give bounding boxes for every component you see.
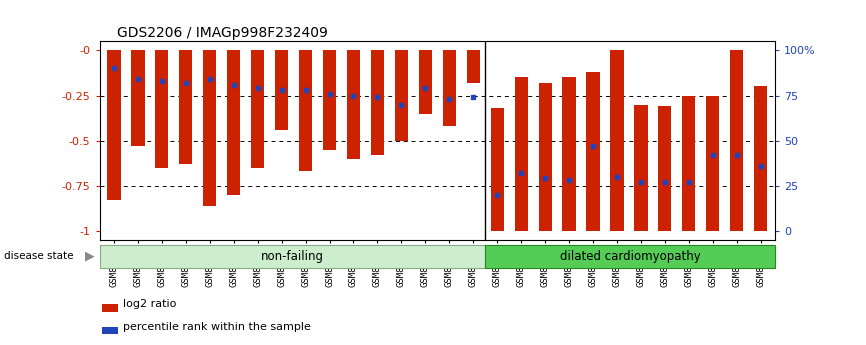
Bar <box>107 50 120 200</box>
Text: disease state: disease state <box>4 251 74 261</box>
Bar <box>251 50 264 168</box>
Bar <box>371 50 384 155</box>
Bar <box>611 50 624 231</box>
Bar <box>491 108 504 231</box>
Bar <box>586 72 599 231</box>
Bar <box>563 78 576 231</box>
Bar <box>485 245 775 268</box>
Bar <box>227 50 240 195</box>
Bar <box>682 96 695 231</box>
Bar <box>275 50 288 130</box>
Bar <box>706 96 720 231</box>
Bar <box>102 304 118 312</box>
Bar <box>467 50 480 83</box>
Text: non-failing: non-failing <box>261 250 324 263</box>
Text: log2 ratio: log2 ratio <box>123 299 177 309</box>
Bar <box>299 50 312 171</box>
Bar <box>155 50 169 168</box>
Bar <box>102 327 118 334</box>
Bar <box>730 50 743 231</box>
Bar <box>634 105 648 231</box>
Bar <box>419 50 432 114</box>
Text: ▶: ▶ <box>85 250 94 263</box>
Bar <box>323 50 336 150</box>
Bar <box>347 50 360 159</box>
Text: dilated cardiomyopathy: dilated cardiomyopathy <box>559 250 701 263</box>
Bar <box>539 83 552 231</box>
Bar <box>179 50 192 164</box>
Text: GDS2206 / IMAGp998F232409: GDS2206 / IMAGp998F232409 <box>117 26 328 40</box>
Bar <box>204 50 216 206</box>
Bar <box>514 78 527 231</box>
Bar <box>100 245 485 268</box>
Bar <box>132 50 145 146</box>
Bar <box>395 50 408 141</box>
Bar <box>658 106 671 231</box>
Text: percentile rank within the sample: percentile rank within the sample <box>123 322 311 332</box>
Bar <box>443 50 456 126</box>
Bar <box>754 87 767 231</box>
